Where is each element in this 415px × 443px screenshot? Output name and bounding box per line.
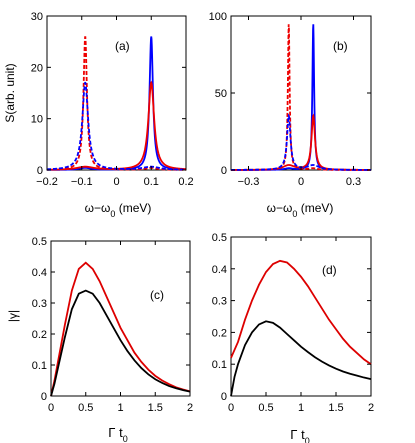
y-tick-label-b: 0 xyxy=(221,165,227,177)
panel-label-b: (b) xyxy=(333,39,348,53)
panel-b: −0.3 0 0.3 0 50 100 (b) ω−ω0 (meV) xyxy=(209,11,372,219)
series-line-c-0 xyxy=(50,261,191,397)
y-tick-label-c: 0.1 xyxy=(32,360,47,372)
x-tick-label-d: 2 xyxy=(368,402,374,414)
tick-layer-a: −0.2 −0.1 0 0.1 0.2 0 10 20 30 xyxy=(31,11,194,188)
panel-d: 0 0.5 1 1.5 2 0 0.1 0.2 0.3 0.4 0.5 (d) Γ t0 xyxy=(212,232,374,443)
x-tick-label-c: 0 xyxy=(48,402,54,414)
y-tick-label-a: 30 xyxy=(31,11,43,23)
y-tick-label-c: 0 xyxy=(41,391,47,403)
y-tick-label-c: 0.3 xyxy=(32,298,47,310)
series-line-d-1 xyxy=(230,320,372,397)
y-tick-label-c: 0.5 xyxy=(32,236,47,248)
x-tick-label-a: 0 xyxy=(113,176,119,188)
series-line-a-0 xyxy=(47,36,187,171)
x-tick-label-b: 0.3 xyxy=(346,176,361,188)
series-line-b-3 xyxy=(230,113,371,171)
y-tick-label-d: 0.3 xyxy=(212,296,227,308)
x-axis-label-c: Γ t0 xyxy=(108,425,127,443)
series-layer-a xyxy=(46,36,187,171)
y-tick-label-b: 50 xyxy=(215,88,227,100)
x-tick-label-b: 0 xyxy=(298,176,304,188)
series-line-b-0 xyxy=(231,24,372,171)
series-line-b-1 xyxy=(231,113,372,171)
x-tick-label-d: 1.5 xyxy=(328,402,343,414)
y-tick-label-d: 0.2 xyxy=(212,327,227,339)
x-tick-label-c: 1 xyxy=(117,402,123,414)
y-tick-label-d: 0.4 xyxy=(212,264,227,276)
series-line-a-1 xyxy=(47,80,187,171)
x-tick-label-a: −0.1 xyxy=(71,176,93,188)
x-tick-label-d: 1 xyxy=(298,402,304,414)
panel-label-c: (c) xyxy=(150,288,164,302)
plot-frame-b xyxy=(230,15,372,171)
series-line-d-0 xyxy=(230,259,372,365)
x-tick-label-b: −0.3 xyxy=(238,176,260,188)
y-tick-label-a: 20 xyxy=(31,62,43,74)
y-axis-label-a: S(arb. unit) xyxy=(3,63,17,122)
y-tick-label-a: 0 xyxy=(37,165,43,177)
series-line-c-1 xyxy=(50,289,191,397)
y-tick-label-d: 0 xyxy=(221,391,227,403)
tick-layer-c: 0 0.5 1 1.5 2 0 0.1 0.2 0.3 0.4 0.5 xyxy=(32,236,193,414)
plot-frame-d xyxy=(230,236,372,397)
y-tick-label-d: 0.1 xyxy=(212,359,227,371)
y-tick-label-c: 0.4 xyxy=(32,267,47,279)
tick-layer-d: 0 0.5 1 1.5 2 0 0.1 0.2 0.3 0.4 0.5 xyxy=(212,232,374,414)
x-tick-label-c: 1.5 xyxy=(148,402,163,414)
x-tick-label-d: 0.5 xyxy=(258,402,273,414)
x-tick-label-a: −0.2 xyxy=(36,176,58,188)
x-axis-label-b: ω−ω0 (meV) xyxy=(267,201,334,219)
panel-a: −0.2 −0.1 0 0.1 0.2 0 10 20 30 (a) ω−ω0 (meV) S(… xyxy=(3,11,194,219)
y-axis-label-c: |γ| xyxy=(6,310,20,322)
tick-layer-b: −0.3 0 0.3 0 50 100 xyxy=(209,11,371,188)
x-tick-label-d: 0 xyxy=(228,402,234,414)
panel-c: 0 0.5 1 1.5 2 0 0.1 0.2 0.3 0.4 0.5 (c) Γ t0 |γ| xyxy=(6,236,193,443)
x-axis-label-d: Γ t0 xyxy=(290,427,309,443)
series-layer-c xyxy=(50,261,191,397)
x-tick-label-a: 0.2 xyxy=(178,176,193,188)
panel-label-d: (d) xyxy=(322,263,337,277)
series-layer-d xyxy=(230,259,372,397)
x-tick-label-a: 0.1 xyxy=(144,176,159,188)
y-tick-label-d: 0.5 xyxy=(212,232,227,244)
plot-frame-c xyxy=(50,240,191,397)
series-line-a-2 xyxy=(46,36,186,171)
x-tick-label-c: 0.5 xyxy=(78,402,93,414)
y-tick-label-c: 0.2 xyxy=(32,329,47,341)
series-line-b-2 xyxy=(230,24,371,171)
series-layer-b xyxy=(230,24,372,171)
series-line-a-3 xyxy=(46,81,186,171)
y-tick-label-b: 100 xyxy=(209,11,227,23)
x-axis-label-a: ω−ω0 (meV) xyxy=(85,201,152,219)
x-tick-label-c: 2 xyxy=(187,402,193,414)
y-tick-label-a: 10 xyxy=(31,114,43,126)
panel-label-a: (a) xyxy=(115,39,130,53)
